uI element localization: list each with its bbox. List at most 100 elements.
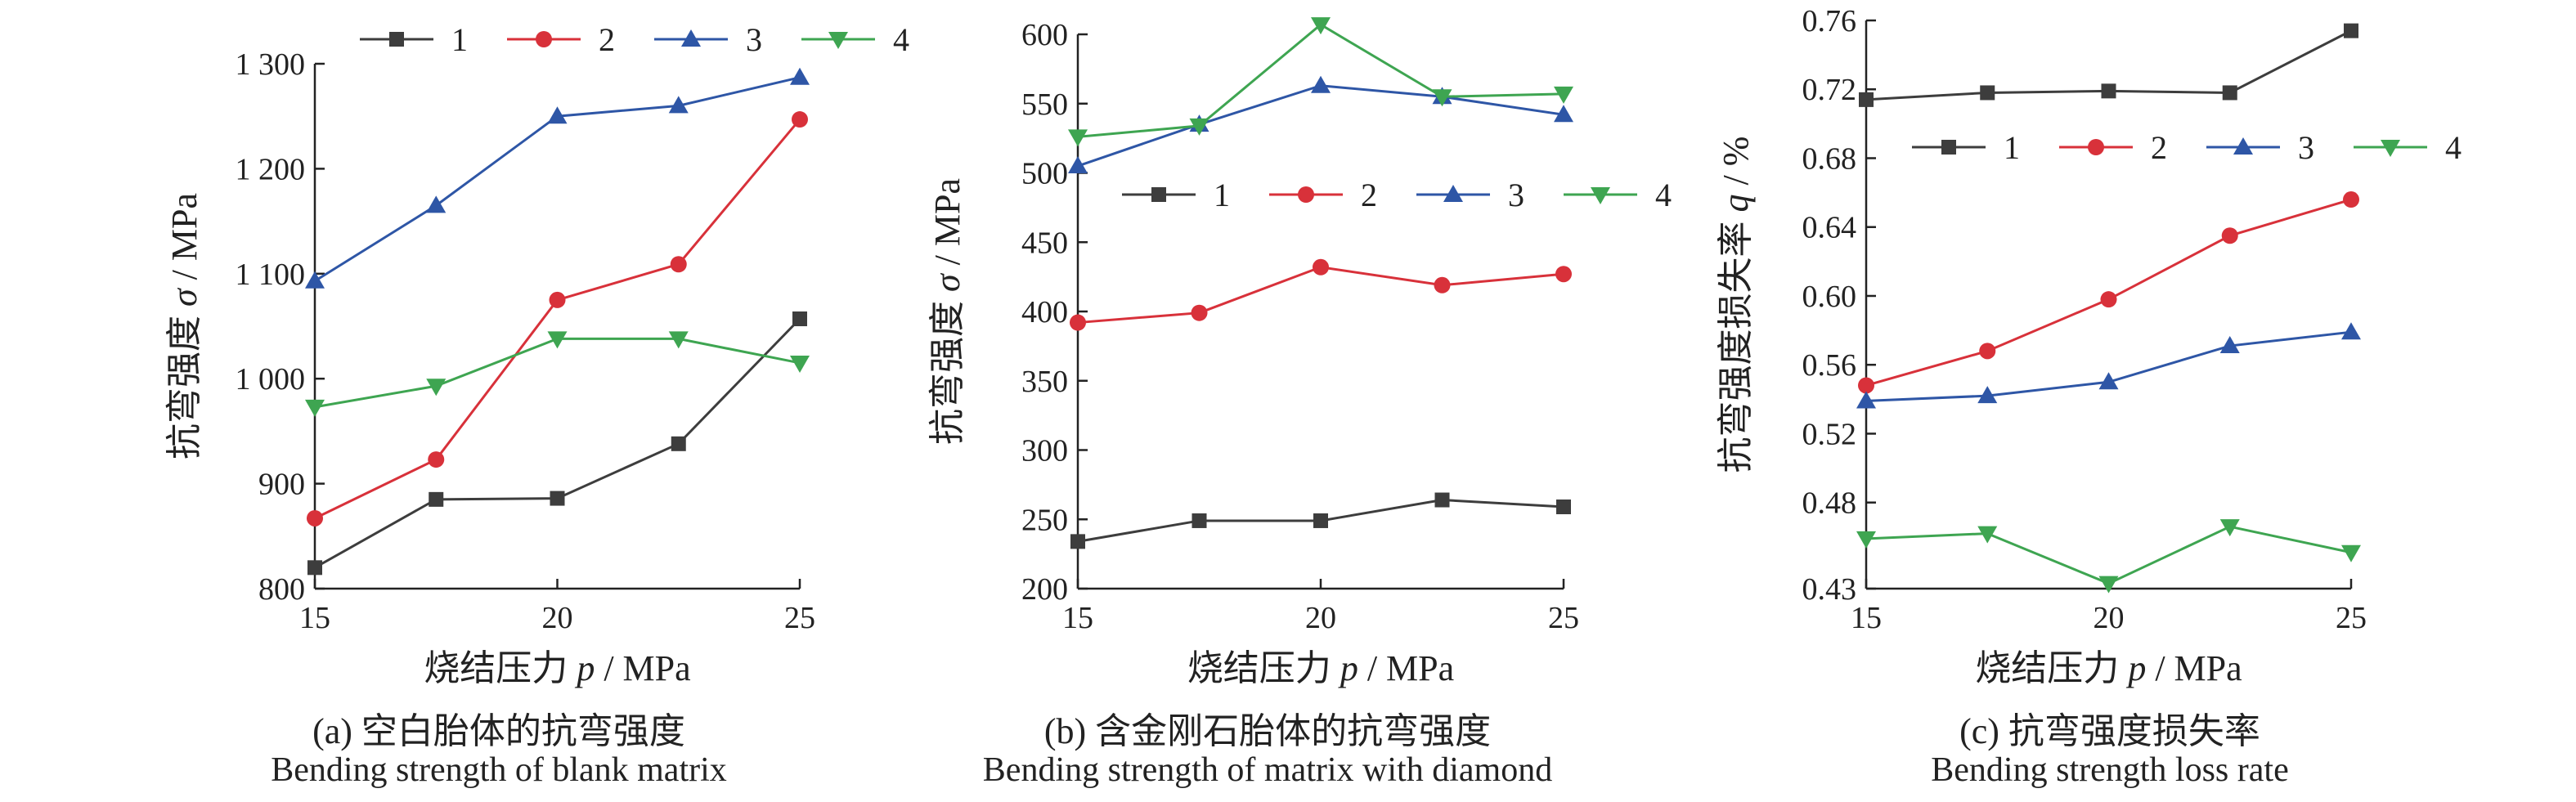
panel-a-y-axis-label-text: 抗弯强度 [164,307,204,459]
panel-b-legend-4-label: 4 [1655,177,1672,213]
panel-a-series-2-point [428,451,445,468]
panel-c-series-2-point [1858,377,1874,394]
panel-a-series-4-point [547,331,568,349]
panel-a-y-tick-label: 1 000 [236,362,306,397]
panel-c-x-axis-label-unit: / MPa [2146,648,2242,688]
caption-b-en: Bending strength of matrix with diamond [982,751,1553,789]
panel-a-series-1-point [671,436,686,451]
panel-b-series-1-point [1070,534,1085,549]
panel-c-y-axis-label: 抗弯强度损失率 q / % [1716,137,1756,473]
panel-a-series-4-point [305,399,325,417]
caption-a-cn: (a) 空白胎体的抗弯强度 [312,711,685,751]
panel-c-y-axis-label-text: 抗弯强度损失率 [1716,212,1756,473]
panel-c-x-tick-label: 25 [2336,601,2367,635]
panel-a-x-tick-label: 15 [299,601,330,635]
panel-c-y-tick-label: 0.64 [1802,211,1857,245]
panel-c-legend: 1 2 3 4 [1912,129,2462,166]
panel-c-y-tick-label: 0.48 [1802,486,1857,521]
panel-b-x-axis-label-text: 烧结压力 [1187,648,1340,688]
panel-c-legend-2-marker [2088,139,2104,155]
panel-c-series-4-point [1856,531,1876,549]
panel-a-series-2-point [670,256,687,273]
panel-b-y-tick-label: 600 [1021,18,1068,52]
panel-c-series-1-point [1980,85,1995,101]
panel-c-series-3-point [2219,336,2240,354]
panel-a-legend-2-label: 2 [599,21,615,58]
panel-b-series-4-point [1432,89,1452,107]
panel-a-series-4-point [426,379,447,397]
panel-c-legend-3-marker [2233,137,2253,155]
panel-a-series-2-point [549,291,566,308]
panel-c-y-tick-label: 0.56 [1802,348,1857,383]
panel-b-y-tick-label: 250 [1021,503,1068,537]
panel-c-x-axis-label-text: 烧结压力 [1975,648,2128,688]
panel-a-x-tick-label: 25 [784,601,815,635]
panel-c-x-axis-label: 烧结压力 p / MPa [1975,648,2242,688]
panel-a-legend-4-label: 4 [893,21,909,58]
caption-a-en: Bending strength of blank matrix [271,751,727,789]
panel-c-legend-4-label: 4 [2445,129,2462,166]
panel-a-series-4-point [668,331,689,349]
panel-b-y-tick-label: 500 [1021,157,1068,191]
panel-a-legend-1-marker [389,32,404,47]
panel-c-series-2-point [2100,291,2117,308]
caption-c-en: Bending strength loss rate [1931,751,2289,789]
panel-a-series-1-point [550,491,565,506]
panel-b-y-tick-label: 350 [1021,365,1068,399]
panel-b-series-3-point [1068,156,1088,174]
panel-b-legend: 1 2 3 4 [1122,177,1672,213]
panel-b-y-tick-label: 550 [1021,87,1068,122]
panel-a-x-tick-label: 20 [542,601,573,635]
panel-b-series-4-point [1189,118,1209,136]
caption-b-cn: (b) 含金刚石胎体的抗弯强度 [1043,711,1492,751]
panel-a-series-2-point [792,111,808,128]
panel-b-y-tick-label: 200 [1021,572,1068,607]
panel-c-series-4-point [2098,576,2119,594]
panel-c-legend-3-label: 3 [2298,129,2314,166]
panel-c-series-4-point [2341,544,2361,562]
panel-a-x-axis-label: 烧结压力 p / MPa [424,648,690,688]
panel-b-legend-3-label: 3 [1508,177,1524,213]
panel-a-series-3-point [426,195,447,213]
panel-a-legend: 1 2 3 4 [360,21,909,58]
panel-b-x-axis-label-symbol: p [1338,648,1358,688]
panel-c-series-3-line [1865,330,2352,402]
panel-a-series-2-line [314,119,801,520]
panel-b-series-2-point [1555,266,1572,283]
panel-c-series-1-point [2344,23,2358,38]
panel-b-x-tick-label: 15 [1062,601,1093,635]
panel-a-series-1-point [307,560,322,576]
panel-a-x-axis-label-unit: / MPa [595,648,690,688]
panel-c-series-1-point [1859,92,1874,107]
panel-c-series-3-point [1977,386,1998,404]
panel-b-legend-1-label: 1 [1214,177,1230,213]
panel-b-y-tick-label: 450 [1021,226,1068,260]
panel-a-series-3-point [547,106,568,124]
panel-a-series-4-point [790,355,810,373]
panel-a-series-4-line [314,337,801,409]
panel-b-y-tick-label: 400 [1021,295,1068,329]
panel-a-y-axis-label-unit: / MPa [164,193,204,289]
panel-b-legend-2-marker [1298,186,1314,203]
panel-b-x-tick-label: 20 [1305,601,1336,635]
panel-c-y-tick-label: 0.68 [1802,141,1857,176]
panel-c-x-axis-label-symbol: p [2125,648,2146,688]
panel-c-legend-2-label: 2 [2151,129,2167,166]
panel-b-y-axis-label-unit: / MPa [927,178,967,274]
panel-b-series-1-point [1313,513,1328,528]
panel-a-y-tick-label: 1 200 [236,152,306,186]
panel-c-series-2-point [2221,227,2238,244]
panel-b-series-4-point [1311,17,1331,35]
panel-b-y-axis-label-symbol: σ [927,272,967,292]
panel-a-x-axis-label-symbol: p [574,648,595,688]
panel-a-series-1-point [792,311,807,327]
panel-b-series-3-point [1554,105,1573,123]
panel-a-y-axis-label: 抗弯强度 σ / MPa [164,193,204,459]
panel-b-series-3-line [1077,84,1564,168]
panel-a-series-1-line [314,317,801,569]
panel-c: 0.43 0.48 0.52 0.56 0.60 0.64 0.68 0.72 0.76 15 20… [1716,4,2462,688]
panel-a-legend-3-marker [681,29,701,47]
panel-b-y-axis-label: 抗弯强度 σ / MPa [927,178,967,445]
panel-c-y-tick-label: 0.52 [1802,417,1857,451]
panel-c-legend-1-label: 1 [2004,129,2020,166]
